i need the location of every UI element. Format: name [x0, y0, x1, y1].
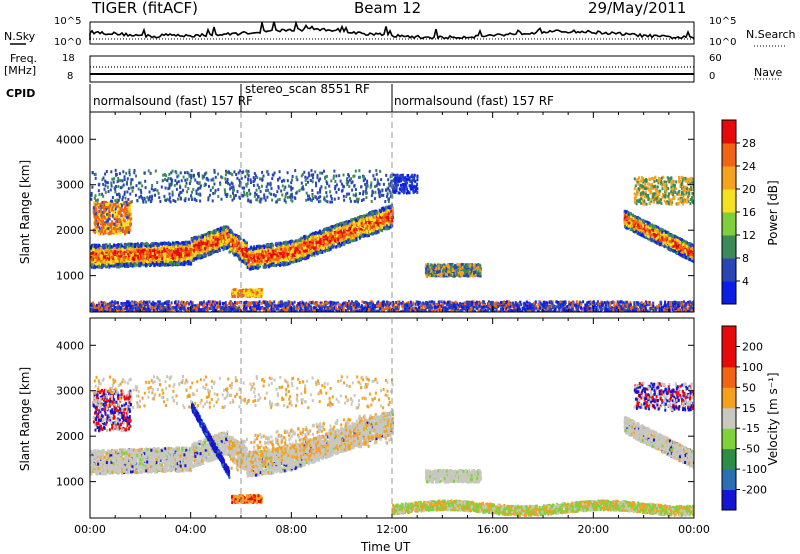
- velocity-colorbar-frame: [721, 325, 737, 511]
- velocity-colorbar-swatch: [722, 489, 736, 511]
- cpid-segment-1: normalsound (fast) 157 RF: [93, 94, 253, 108]
- velocity-colorbar-tick-label: 50: [742, 381, 756, 394]
- velocity-colorbar-swatch: [722, 428, 736, 450]
- velocity-colorbar-swatch: [722, 346, 736, 368]
- power-upper-scatter: [90, 168, 394, 204]
- velocity-colorbar-swatch: [722, 326, 736, 347]
- velocity-late-band: [623, 416, 694, 470]
- xtick-label: 04:00: [175, 523, 207, 536]
- noise-sky-tick-top: 10^5: [54, 16, 81, 27]
- power-colorbar-swatch: [722, 281, 736, 305]
- velocity-ground-scatter: [392, 499, 694, 517]
- xtick-label: 08:00: [275, 523, 307, 536]
- velocity-ytick-label: 1000: [56, 476, 84, 489]
- chart-title: TIGER (fitACF): [92, 0, 198, 17]
- velocity-ytick-label: 3000: [56, 385, 84, 398]
- noise-search-label: N.Search: [746, 28, 796, 41]
- power-colorbar-swatch: [722, 120, 736, 144]
- velocity-colorbar-tick-label: -15: [742, 422, 760, 435]
- nave-tick-bottom: 0: [709, 71, 715, 82]
- noise-search-tick-top: 10^5: [709, 16, 736, 27]
- noise-sky-trace: [89, 20, 695, 40]
- velocity-low-patch: [231, 494, 264, 505]
- freq-panel-frame: [89, 55, 695, 83]
- velocity-ytick-label: 4000: [56, 339, 84, 352]
- power-colorbar-swatch: [722, 189, 736, 213]
- nave-label: Nave: [754, 66, 782, 79]
- velocity-colorbar-tick-label: 200: [742, 340, 763, 353]
- freq-label: Freq.: [10, 52, 37, 65]
- noise-search-tick-bottom: 10^0: [709, 37, 736, 48]
- velocity-late-upper: [633, 381, 694, 412]
- power-ytick-label: 4000: [56, 133, 84, 146]
- nave-tick-top: 60: [709, 53, 722, 64]
- power-ytick-label: 1000: [56, 270, 84, 283]
- power-colorbar-swatch: [722, 166, 736, 190]
- cpid-segment-2: stereo_scan 8551 RF: [245, 82, 370, 96]
- xtick-label: 00:00: [678, 523, 710, 536]
- power-upper-patch: [392, 173, 419, 195]
- power-colorbar-tick-label: 20: [742, 183, 756, 196]
- velocity-colorbar-tick-label: -100: [742, 463, 767, 476]
- velocity-colorbar-swatch: [722, 366, 736, 388]
- velocity-colorbar-tick-label: -50: [742, 443, 760, 456]
- power-ground-scatter: [90, 300, 694, 312]
- noise-sky-label: N.Sky: [4, 30, 35, 43]
- cpid-segment-3: normalsound (fast) 157 RF: [394, 94, 554, 108]
- power-ytick-label: 3000: [56, 179, 84, 192]
- power-colorbar-swatch: [722, 212, 736, 236]
- power-early-echoes: [92, 200, 133, 236]
- velocity-colorbar-tick-label: 100: [742, 361, 763, 374]
- velocity-colorbar-swatch: [722, 448, 736, 470]
- velocity-early-echoes: [92, 388, 133, 433]
- xtick-label: 20:00: [577, 523, 609, 536]
- xtick-label: 00:00: [74, 523, 106, 536]
- power-late-band: [623, 209, 694, 264]
- power-colorbar-swatch: [722, 258, 736, 282]
- power-colorbar-swatch: [722, 143, 736, 167]
- xaxis-label: Time UT: [361, 540, 410, 554]
- power-colorbar-tick-label: 4: [742, 275, 749, 288]
- date-label: 29/May/2011: [588, 0, 686, 17]
- power-colorbar-tick-label: 16: [742, 206, 756, 219]
- power-colorbar-tick-label: 24: [742, 160, 756, 173]
- noise-sky-tick-bottom: 10^0: [54, 37, 81, 48]
- power-mid-blob: [424, 262, 482, 278]
- power-colorbar-tick-label: 12: [742, 229, 756, 242]
- cpid-label: CPID: [6, 87, 35, 100]
- power-ytick-label: 2000: [56, 224, 84, 237]
- velocity-orange-scatter: [228, 410, 393, 472]
- power-colorbar-tick-label: 8: [742, 252, 749, 265]
- beam-label: Beam 12: [354, 0, 421, 17]
- freq-tick-bottom: 8: [67, 71, 73, 82]
- freq-tick-top: 18: [62, 53, 75, 64]
- velocity-upper-scatter: [92, 375, 394, 410]
- freq-unit-label: [MHz]: [4, 64, 36, 77]
- velocity-colorbar-swatch: [722, 469, 736, 491]
- velocity-colorbar-swatch: [722, 387, 736, 409]
- xtick-label: 16:00: [477, 523, 509, 536]
- velocity-ytick-label: 2000: [56, 430, 84, 443]
- velocity-colorbar-tick-label: 15: [742, 402, 756, 415]
- power-late-upper: [633, 175, 694, 206]
- power-colorbar-tick-label: 28: [742, 137, 756, 150]
- velocity-mid-blob: [425, 468, 483, 484]
- velocity-colorbar-swatch: [722, 407, 736, 429]
- power-low-patch: [231, 288, 264, 299]
- velocity-blue-streak: [190, 401, 231, 479]
- power-main-band: [90, 203, 394, 271]
- power-colorbar-swatch: [722, 235, 736, 259]
- velocity-colorbar-tick-label: -200: [742, 484, 767, 497]
- xtick-label: 12:00: [376, 523, 408, 536]
